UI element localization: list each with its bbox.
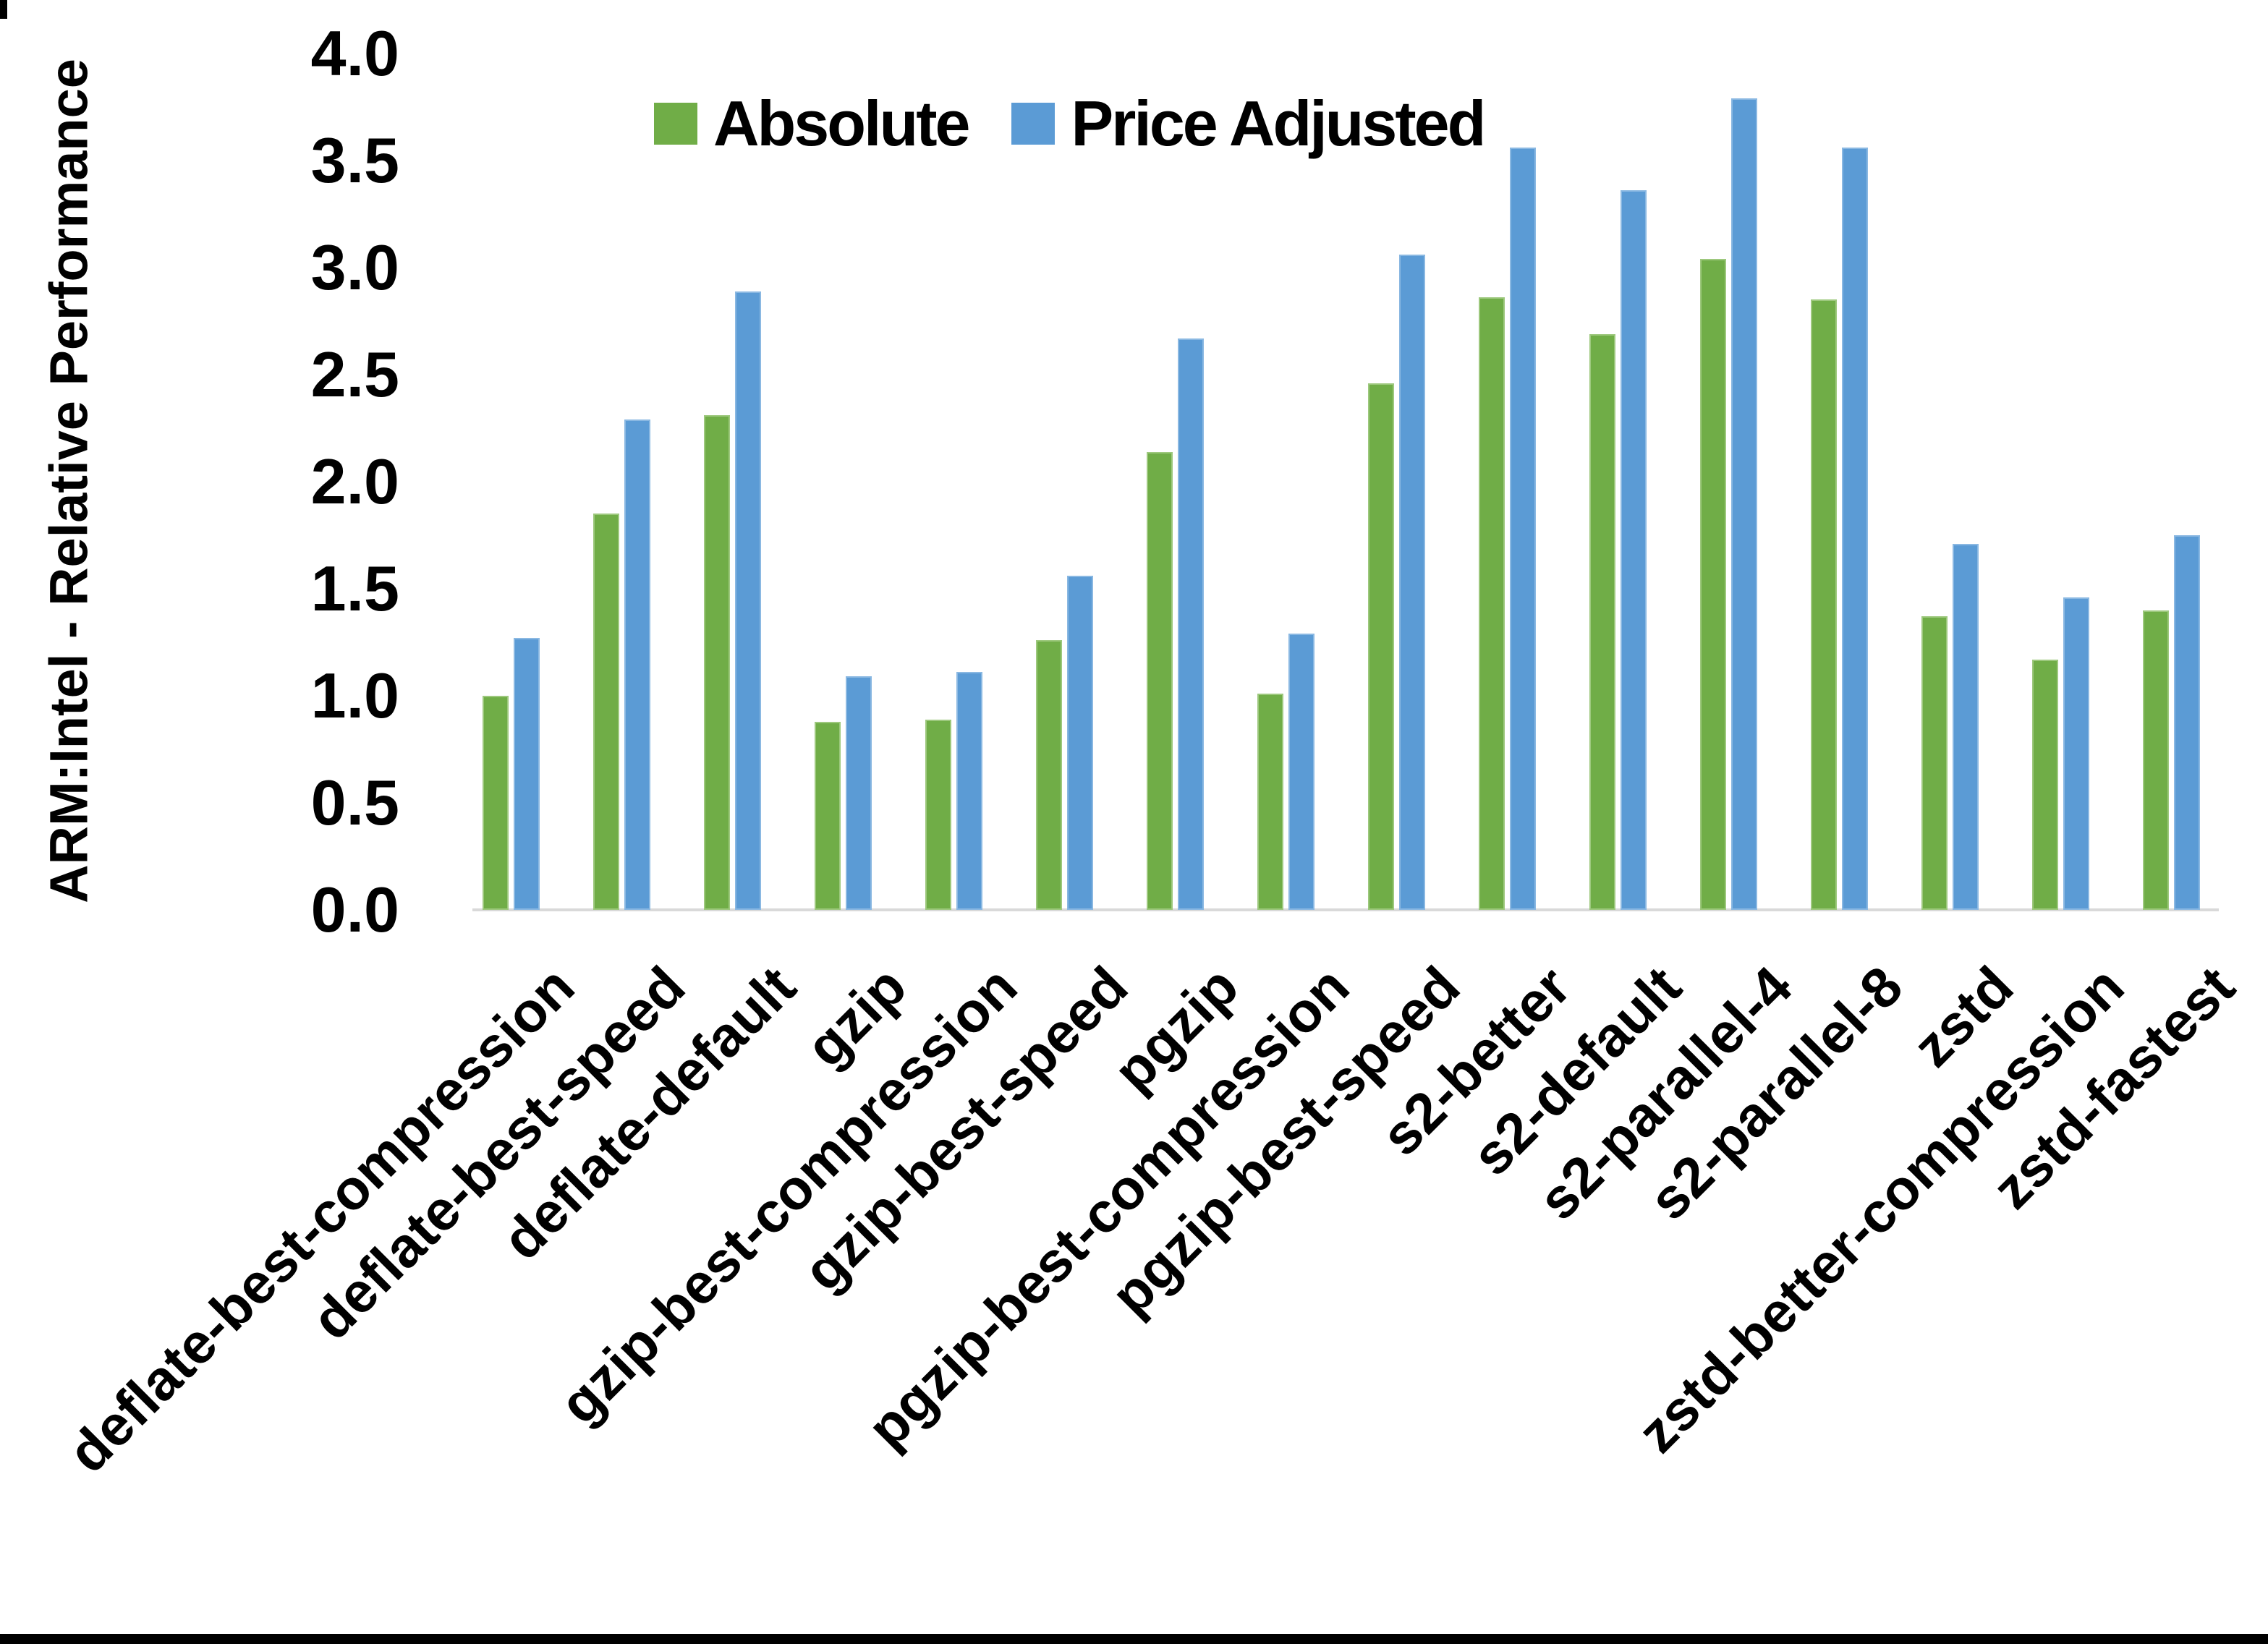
y-tick-label-1.0: 1.0: [310, 660, 399, 731]
bar-absolute-gzip: [815, 722, 841, 910]
bar-price-adjusted-s2-parallel-8: [1842, 148, 1868, 910]
y-tick-label-4.0: 4.0: [310, 17, 399, 89]
bar-price-adjusted-deflate-default: [735, 291, 761, 910]
y-tick-label-3.0: 3.0: [310, 231, 399, 303]
bar-absolute-pgzip-best-speed: [1368, 383, 1394, 910]
bar-price-adjusted-zstd-better-compression: [2063, 597, 2089, 910]
bar-price-adjusted-s2-better: [1510, 148, 1536, 910]
legend: Absolute Price Adjusted: [654, 87, 1486, 161]
bar-price-adjusted-zstd-fastest: [2174, 535, 2200, 910]
bar-price-adjusted-deflate-best-compression: [514, 638, 540, 910]
bar-absolute-deflate-best-compression: [483, 696, 509, 910]
bar-price-adjusted-deflate-best-speed: [624, 419, 650, 910]
bar-absolute-deflate-best-speed: [593, 514, 619, 910]
bar-price-adjusted-pgzip-best-speed: [1399, 255, 1425, 910]
legend-item-price-adjusted: Price Adjusted: [1011, 87, 1486, 161]
legend-item-absolute: Absolute: [654, 87, 970, 161]
bar-absolute-s2-better: [1479, 297, 1505, 910]
bar-price-adjusted-gzip: [846, 676, 872, 910]
bar-absolute-s2-parallel-4: [1700, 259, 1726, 910]
bar-price-adjusted-pgzip-best-compression: [1288, 634, 1314, 910]
y-tick-label-2.5: 2.5: [310, 338, 399, 410]
bar-price-adjusted-gzip-best-compression: [956, 672, 982, 910]
y-tick-label-3.5: 3.5: [310, 124, 399, 196]
bar-absolute-s2-parallel-8: [1811, 299, 1837, 910]
bar-absolute-pgzip: [1147, 452, 1173, 910]
legend-label-price-adjusted: Price Adjusted: [1071, 88, 1486, 159]
bar-price-adjusted-pgzip: [1178, 338, 1204, 910]
bar-price-adjusted-s2-default: [1621, 190, 1647, 910]
bar-price-adjusted-zstd: [1953, 544, 1979, 910]
y-tick-label-2.0: 2.0: [310, 446, 399, 517]
bottom-border: [0, 1634, 2268, 1644]
y-tick-label-0.0: 0.0: [310, 874, 399, 945]
x-axis-line: [472, 908, 2219, 911]
bar-absolute-zstd: [1921, 616, 1948, 910]
bar-price-adjusted-s2-parallel-4: [1731, 98, 1757, 910]
y-tick-label-0.5: 0.5: [310, 767, 399, 838]
bar-absolute-zstd-fastest: [2143, 610, 2169, 910]
bar-absolute-gzip-best-speed: [1036, 640, 1062, 910]
legend-swatch-price-adjusted-icon: [1011, 103, 1056, 145]
bar-absolute-pgzip-best-compression: [1257, 694, 1283, 910]
legend-label-absolute: Absolute: [713, 88, 970, 159]
bar-absolute-zstd-better-compression: [2032, 660, 2058, 910]
bar-absolute-gzip-best-compression: [925, 720, 951, 910]
bar-absolute-s2-default: [1589, 334, 1615, 910]
corner-artifact: [0, 0, 7, 19]
bar-price-adjusted-gzip-best-speed: [1067, 576, 1093, 910]
legend-swatch-absolute-icon: [654, 103, 697, 145]
y-tick-label-1.5: 1.5: [310, 553, 399, 624]
bar-absolute-deflate-default: [704, 415, 730, 910]
